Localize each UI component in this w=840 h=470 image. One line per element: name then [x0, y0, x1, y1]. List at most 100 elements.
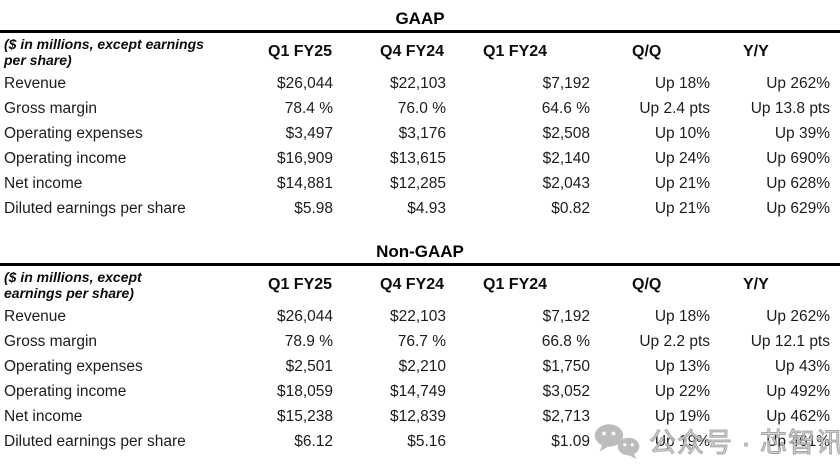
metric-value: Up 12.1 pts [750, 332, 830, 350]
non-gaap-units-note-line1: ($ in millions, except [4, 268, 142, 285]
metric-value: $4.93 [407, 200, 446, 217]
metric-value: $26,044 [276, 75, 333, 92]
col-header-q4fy24: Q4 FY24 [380, 43, 445, 61]
metric-value: $3,176 [398, 125, 446, 142]
metric-value: Up 262% [766, 75, 830, 92]
gaap-section: GAAP ($ in millions, except earnings per… [0, 0, 840, 222]
metric-label: Diluted earnings per share [4, 200, 186, 217]
metric-value: Up 492% [766, 382, 830, 400]
metric-label: Operating expenses [4, 125, 143, 142]
metric-value: Up 39% [774, 125, 830, 142]
metric-value: $18,059 [276, 382, 333, 400]
metric-value: Up 13.8 pts [750, 100, 830, 117]
col-header-q4fy24: Q4 FY24 [380, 275, 445, 293]
non-gaap-units-note-line2: earnings per share) [4, 284, 134, 301]
metric-label: Gross margin [4, 332, 98, 350]
gaap-table-title: GAAP [395, 9, 445, 28]
metric-value: Up 629% [766, 200, 830, 217]
metric-value: Up 13% [654, 357, 710, 375]
metric-value: $0.82 [551, 200, 590, 217]
metric-value: $2,501 [285, 357, 333, 375]
metric-value: $3,497 [285, 125, 333, 142]
metric-label: Operating income [4, 150, 127, 167]
metric-value: 78.9 % [284, 332, 333, 350]
col-header-q1fy24: Q1 FY24 [483, 275, 548, 293]
non-gaap-table: ($ in millions, except earnings per shar… [0, 262, 840, 455]
metric-value: $22,103 [389, 307, 446, 325]
metric-value: $5.16 [407, 432, 446, 450]
metric-value: $12,285 [389, 175, 446, 192]
metric-value: Up 10% [654, 125, 710, 142]
metric-value: $1,750 [542, 357, 590, 375]
metric-value: $15,238 [276, 407, 333, 425]
metric-value: $2,210 [398, 357, 446, 375]
metric-value: Up 690% [766, 150, 830, 167]
metric-value: $7,192 [542, 75, 590, 92]
metric-value: Up 628% [766, 175, 830, 192]
table-row: Net income $15,238 $12,839 $2,713 Up 19%… [0, 404, 840, 429]
metric-label: Revenue [4, 307, 67, 325]
non-gaap-table-title: Non-GAAP [376, 241, 464, 261]
table-row: Gross margin 78.4 % 76.0 % 64.6 % Up 2.4… [0, 97, 840, 122]
metric-value: $6.12 [294, 432, 333, 450]
col-header-q1fy24: Q1 FY24 [483, 43, 548, 61]
table-row: Net income $14,881 $12,285 $2,043 Up 21%… [0, 172, 840, 197]
metric-value: Up 22% [654, 382, 710, 400]
metric-label: Operating income [4, 382, 127, 400]
gaap-units-note-line1: ($ in millions, except earnings [4, 36, 204, 53]
metric-label: Diluted earnings per share [4, 432, 186, 450]
non-gaap-units-note: ($ in millions, except earnings per shar… [0, 264, 268, 304]
table-row: Operating expenses $3,497 $3,176 $2,508 … [0, 122, 840, 147]
metric-label: Gross margin [4, 100, 98, 117]
metric-value: Up 24% [654, 150, 710, 167]
metric-value: $13,615 [389, 150, 446, 167]
metric-value: $26,044 [276, 307, 333, 325]
metric-value: $22,103 [389, 75, 446, 92]
col-header-q1fy25: Q1 FY25 [268, 275, 333, 293]
table-row: Operating expenses $2,501 $2,210 $1,750 … [0, 354, 840, 379]
col-header-yy: Y/Y [743, 43, 769, 61]
col-header-qq: Q/Q [632, 275, 662, 293]
metric-value: $1.09 [551, 432, 590, 450]
metric-value: $2,713 [542, 407, 590, 425]
metric-value: $16,909 [276, 150, 333, 167]
metric-value: Up 43% [774, 357, 830, 375]
metric-value: Up 21% [654, 200, 710, 217]
metric-label: Revenue [4, 75, 67, 92]
table-row: Diluted earnings per share $5.98 $4.93 $… [0, 197, 840, 222]
metric-label: Net income [4, 175, 83, 192]
col-header-yy: Y/Y [743, 275, 769, 293]
table-row: Operating income $18,059 $14,749 $3,052 … [0, 379, 840, 404]
col-header-q1fy25: Q1 FY25 [268, 43, 333, 61]
gaap-units-note-line2: per share) [4, 52, 72, 69]
metric-value: $12,839 [389, 407, 446, 425]
metric-value: $3,052 [542, 382, 590, 400]
metric-value: Up 2.4 pts [639, 100, 710, 117]
metric-value: 78.4 % [284, 100, 333, 117]
table-row: Diluted earnings per share $6.12 $5.16 $… [0, 429, 840, 454]
metric-value: Up 19% [654, 407, 710, 425]
metric-value: Up 18% [654, 75, 710, 92]
table-row: Revenue $26,044 $22,103 $7,192 Up 18% Up… [0, 72, 840, 97]
metric-label: Operating expenses [4, 357, 143, 375]
table-row: Operating income $16,909 $13,615 $2,140 … [0, 147, 840, 172]
metric-value: 66.8 % [541, 332, 590, 350]
metric-value: $5.98 [294, 200, 333, 217]
metric-value: Up 21% [654, 175, 710, 192]
metric-value: 76.0 % [397, 100, 446, 117]
metric-value: $2,140 [542, 150, 590, 167]
metric-value: 64.6 % [541, 100, 590, 117]
table-row: Revenue $26,044 $22,103 $7,192 Up 18% Up… [0, 304, 840, 329]
metric-value: Up 262% [766, 307, 830, 325]
metric-label: Net income [4, 407, 83, 425]
metric-value: $2,043 [542, 175, 590, 192]
metric-value: $14,749 [389, 382, 446, 400]
gaap-units-note: ($ in millions, except earnings per shar… [0, 32, 268, 72]
metric-value: $2,508 [542, 125, 590, 142]
non-gaap-header-row: ($ in millions, except earnings per shar… [0, 264, 840, 304]
metric-value: Up 462% [766, 407, 830, 425]
metric-value: Up 18% [654, 307, 710, 325]
gaap-header-row: ($ in millions, except earnings per shar… [0, 32, 840, 72]
metric-value: Up 19% [654, 432, 710, 450]
